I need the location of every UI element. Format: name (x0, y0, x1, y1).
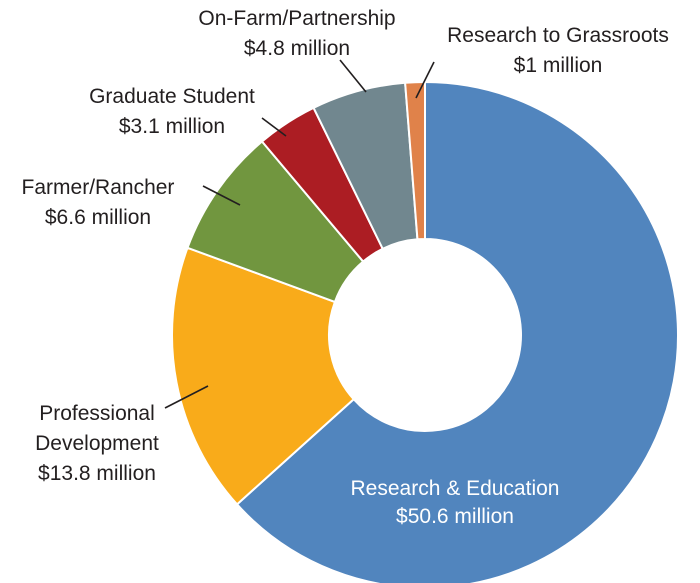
leader-line-professional-development (164, 385, 209, 409)
slice-value-graduate-student: $3.1 million (119, 115, 225, 138)
slice-label-professional-development-line1: Professional (39, 402, 155, 425)
leader-line-graduate-student (261, 117, 287, 137)
slice-value-farmer-rancher: $6.6 million (45, 206, 151, 229)
leader-line-on-farm-partnership (339, 59, 367, 93)
slice-value-professional-development: $13.8 million (38, 462, 156, 485)
leader-line-farmer-rancher (202, 185, 241, 206)
slice-label-professional-development-line2: Development (35, 432, 159, 455)
slice-research-to-grassroots (404, 80, 426, 241)
slice-label-on-farm-partnership: On-Farm/Partnership (198, 7, 395, 30)
leader-line-research-to-grassroots (415, 61, 435, 99)
slice-label-research-to-grassroots: Research to Grassroots (447, 24, 669, 47)
slice-label-graduate-student: Graduate Student (89, 85, 255, 108)
slice-label-research-education: Research & Education (351, 477, 560, 500)
slice-label-farmer-rancher: Farmer/Rancher (22, 176, 175, 199)
slice-research-education (235, 80, 680, 583)
slice-value-research-to-grassroots: $1 million (514, 54, 603, 77)
leader-lines (164, 59, 435, 409)
slice-professional-development (171, 246, 356, 506)
slice-value-research-education: $50.6 million (396, 505, 514, 528)
slice-value-on-farm-partnership: $4.8 million (244, 37, 350, 60)
donut-slices (171, 80, 680, 583)
